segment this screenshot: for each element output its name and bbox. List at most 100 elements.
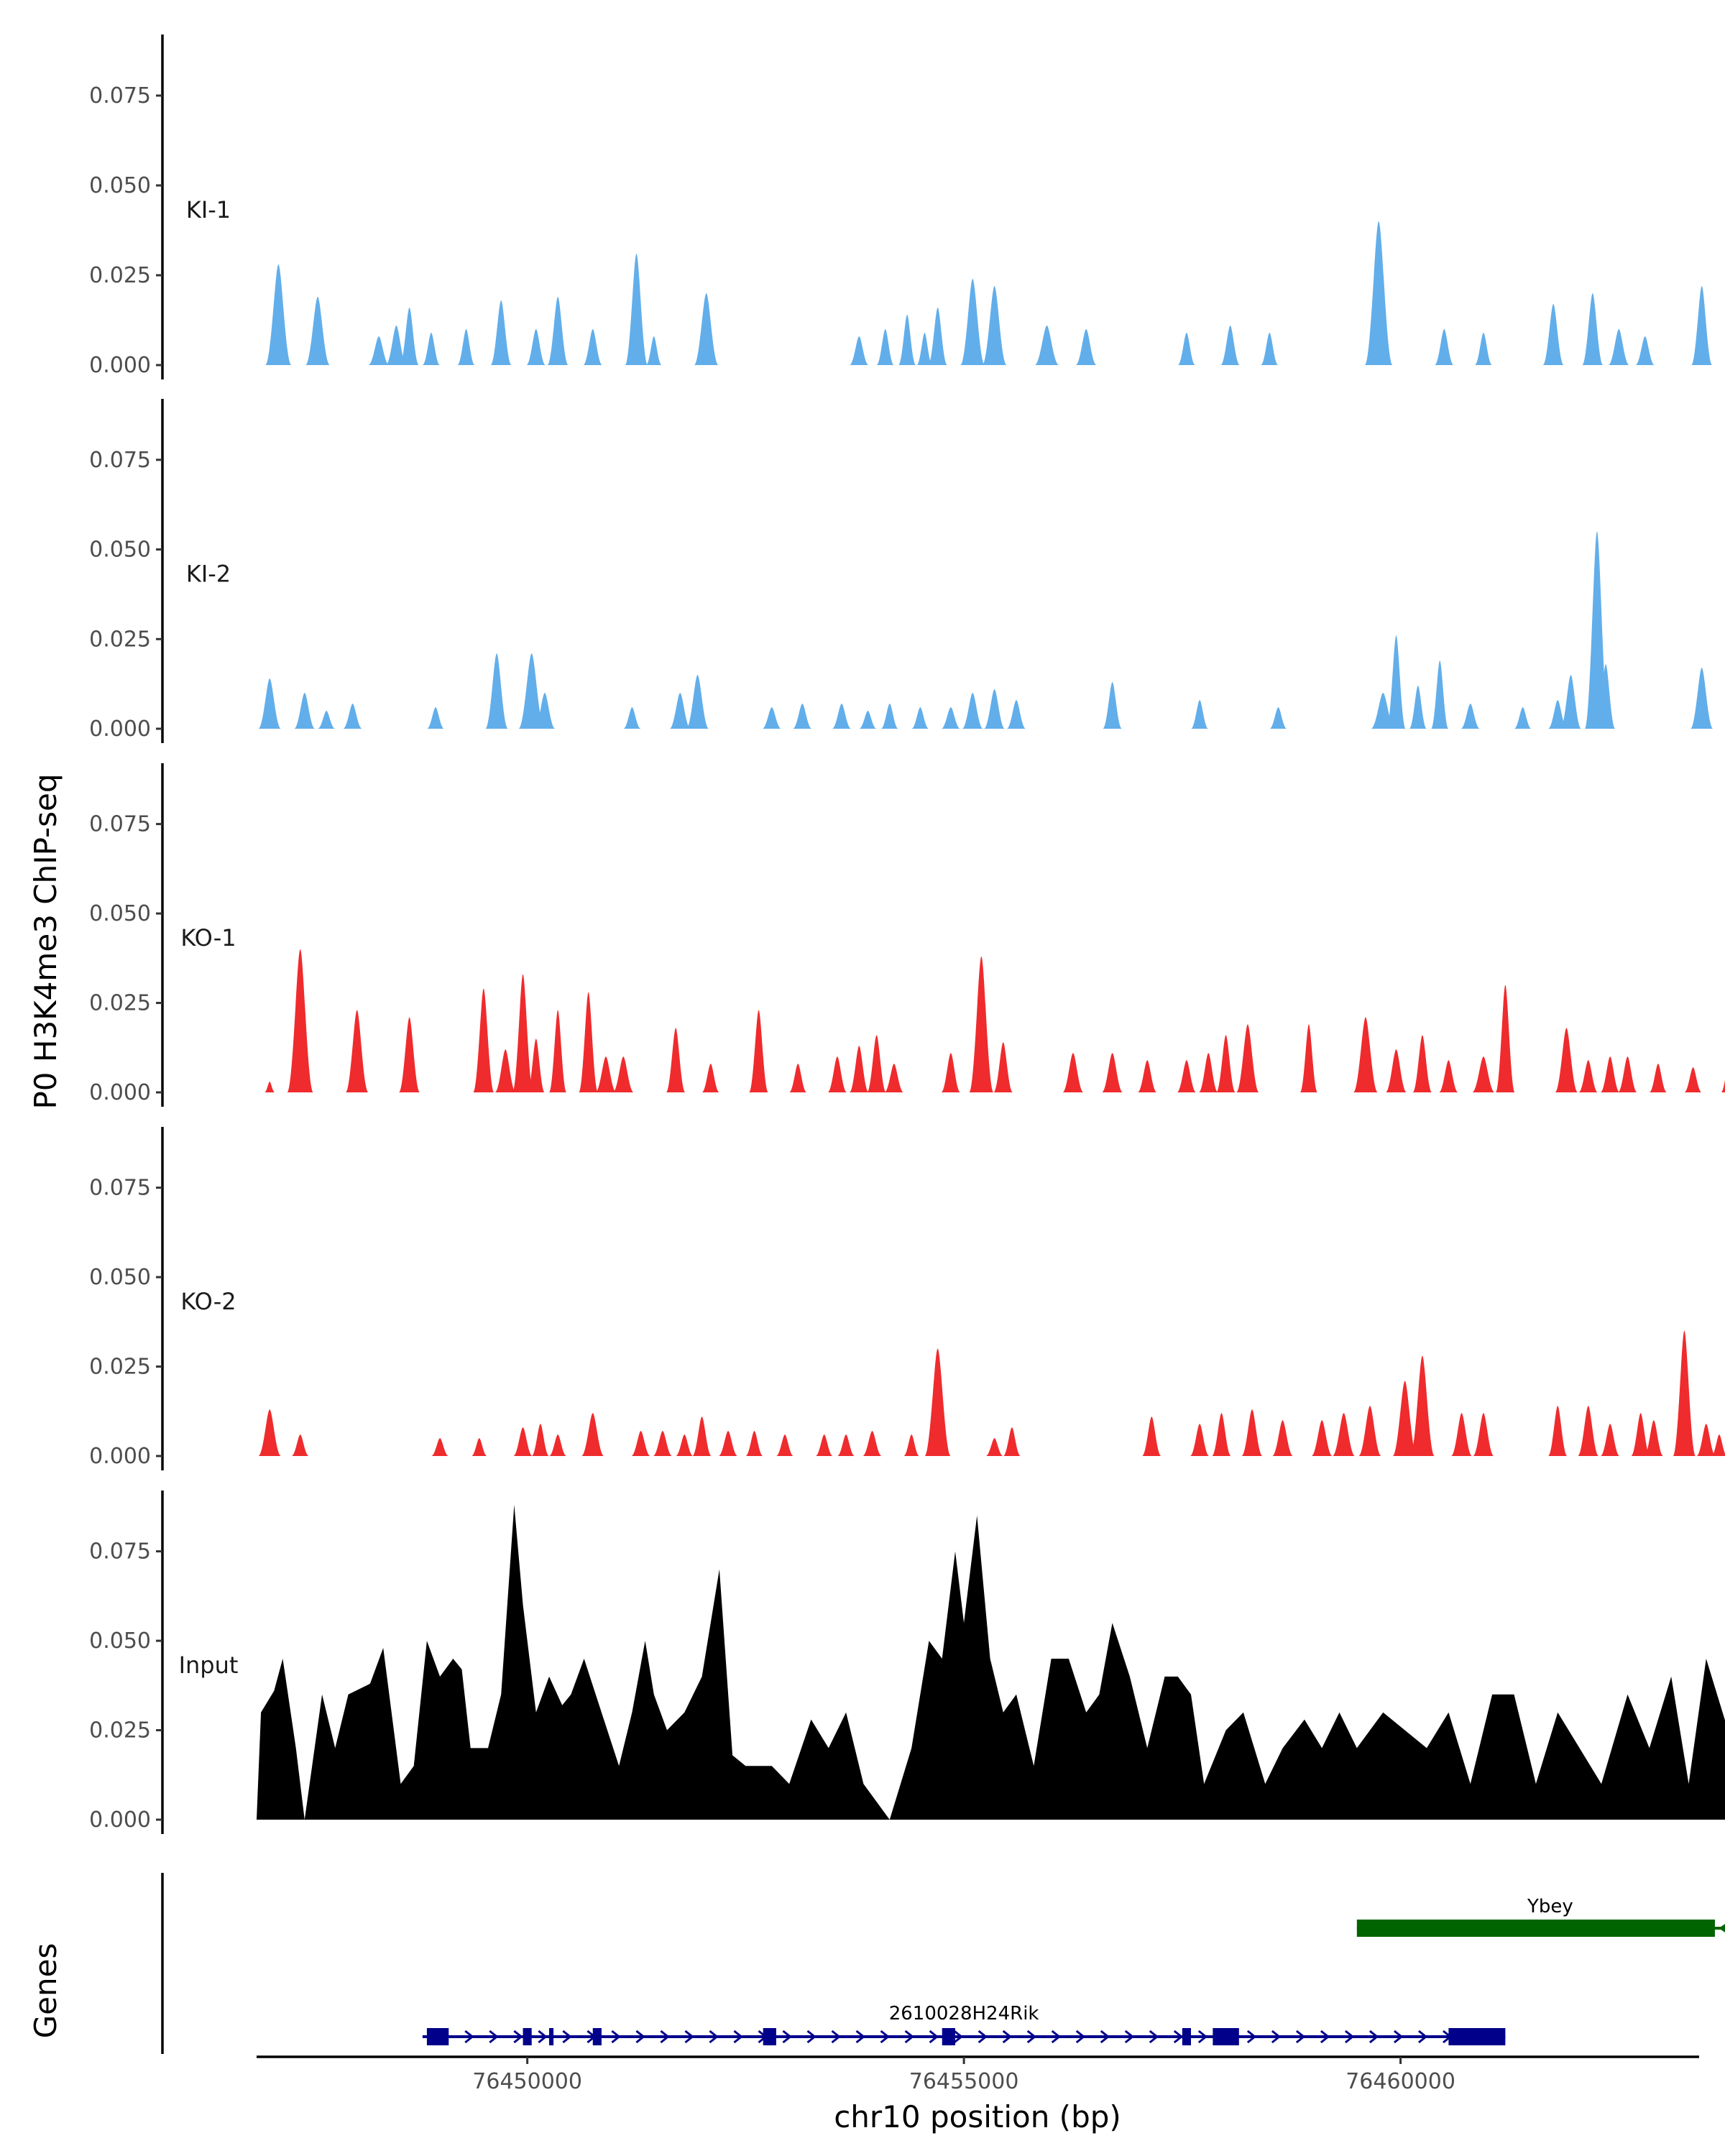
- peak: [1514, 707, 1532, 729]
- gene-exon: [1213, 2028, 1239, 2045]
- peak: [669, 693, 691, 729]
- peak: [1220, 326, 1241, 365]
- peak: [1608, 329, 1629, 365]
- peak: [400, 308, 419, 365]
- peak: [789, 1064, 807, 1092]
- gene-exon: [523, 2028, 532, 2045]
- peak: [762, 707, 782, 729]
- peak: [1241, 1409, 1263, 1456]
- peak: [1547, 700, 1568, 729]
- peak: [485, 653, 508, 729]
- track-label: Input: [179, 1651, 239, 1679]
- peak: [1496, 985, 1515, 1092]
- genes-panel: Ybey 2610028H24Rik: [161, 1873, 1725, 2054]
- track-label: KI-2: [186, 560, 231, 587]
- peak: [1271, 1420, 1294, 1456]
- peak: [1198, 1053, 1218, 1092]
- peak: [318, 711, 336, 729]
- strand-arrow: [953, 2030, 964, 2044]
- strand-arrow: [806, 2030, 816, 2044]
- peak: [911, 707, 929, 729]
- peak: [960, 279, 985, 365]
- peak: [702, 1064, 719, 1092]
- peak: [422, 333, 441, 365]
- peak: [305, 297, 331, 365]
- peak: [531, 1424, 550, 1456]
- peak: [1439, 1060, 1458, 1092]
- gene-exon: [1182, 2028, 1191, 2045]
- peak: [815, 1434, 833, 1456]
- strand-arrow: [513, 2030, 523, 2044]
- peak: [1353, 1017, 1378, 1092]
- peak: [867, 1035, 886, 1092]
- strand-arrow: [929, 2030, 939, 2044]
- peak: [1300, 1024, 1318, 1092]
- strand-arrow: [562, 2030, 572, 2044]
- peak: [579, 992, 599, 1092]
- peak: [1434, 329, 1454, 365]
- peak: [583, 329, 603, 365]
- peak: [745, 1431, 763, 1456]
- peak: [368, 336, 390, 365]
- peak: [1600, 1424, 1620, 1456]
- peak: [512, 974, 534, 1092]
- strand-arrow: [1418, 2030, 1428, 2044]
- peak: [1177, 333, 1196, 365]
- gene-exon: [763, 2028, 776, 2045]
- peak: [1711, 1434, 1725, 1456]
- peak: [1596, 664, 1616, 729]
- strand-arrow: [855, 2030, 865, 2044]
- peak: [1631, 1413, 1651, 1456]
- peak: [884, 1064, 904, 1092]
- gene-exon: [592, 2028, 602, 2045]
- peak: [291, 1434, 309, 1456]
- peak: [1137, 1060, 1157, 1092]
- strand-arrow: [1002, 2030, 1013, 2044]
- y-tick-label: 0.075: [89, 1539, 151, 1565]
- peak: [431, 1438, 449, 1456]
- peak: [258, 678, 282, 729]
- peak: [534, 693, 556, 729]
- peak: [1472, 1056, 1495, 1092]
- strand-arrow: [978, 2030, 988, 2044]
- peak: [264, 1082, 275, 1092]
- peak: [859, 711, 877, 729]
- peak: [1190, 700, 1209, 729]
- track-label: KO-1: [180, 924, 236, 952]
- peak: [426, 707, 445, 729]
- peak: [694, 293, 719, 365]
- x-tick-label: 76460000: [1346, 2069, 1455, 2094]
- peak: [1358, 1406, 1381, 1456]
- strand-arrow: [1368, 2030, 1379, 2044]
- x-tick-label: 76455000: [909, 2069, 1019, 2094]
- y-tick-label: 0.050: [89, 538, 151, 563]
- peak: [1103, 682, 1123, 729]
- peak: [526, 329, 546, 365]
- y-tick-label: 0.025: [89, 1718, 151, 1743]
- strand-arrow: [1173, 2030, 1184, 2044]
- peak: [666, 1028, 686, 1092]
- peak: [623, 707, 641, 729]
- strand-arrow: [635, 2030, 645, 2044]
- peak: [1075, 329, 1097, 365]
- peak: [1364, 221, 1393, 365]
- peak: [862, 1431, 882, 1456]
- strand-arrow: [782, 2030, 792, 2044]
- peak: [518, 653, 545, 729]
- strand-arrow: [1295, 2030, 1306, 2044]
- strand-arrow: [1197, 2030, 1208, 2044]
- y-tick-label: 0.050: [89, 901, 151, 926]
- peak: [686, 675, 709, 729]
- peak: [385, 326, 407, 365]
- peak: [1635, 336, 1655, 365]
- peak: [692, 1416, 712, 1456]
- strand-arrow: [1149, 2030, 1159, 2044]
- peak: [1236, 1024, 1259, 1092]
- peak: [473, 988, 494, 1092]
- peak: [984, 689, 1006, 729]
- peak: [399, 1017, 420, 1092]
- peak: [718, 1431, 738, 1456]
- peak: [792, 704, 812, 729]
- gene-exon-ybey: [1356, 1920, 1715, 1937]
- peak: [1385, 1049, 1407, 1092]
